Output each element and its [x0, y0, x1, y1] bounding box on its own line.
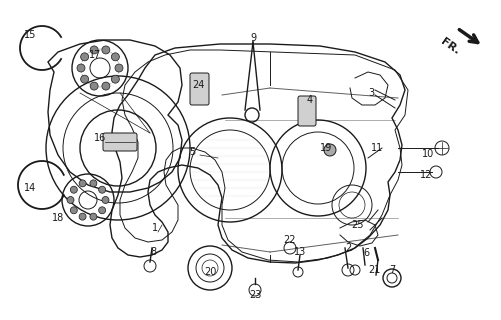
Text: 22: 22 [284, 235, 296, 245]
Text: 19: 19 [320, 143, 332, 153]
Text: 2: 2 [345, 243, 351, 253]
FancyBboxPatch shape [298, 96, 316, 126]
Circle shape [77, 64, 85, 72]
Circle shape [90, 213, 97, 220]
Text: 18: 18 [52, 213, 64, 223]
Text: 9: 9 [250, 33, 256, 43]
Text: 12: 12 [420, 170, 432, 180]
Circle shape [115, 64, 123, 72]
Circle shape [99, 207, 106, 214]
Circle shape [111, 75, 119, 83]
Text: 1: 1 [152, 223, 158, 233]
Text: 17: 17 [89, 50, 101, 60]
Circle shape [102, 46, 110, 54]
Circle shape [99, 186, 106, 193]
Text: 6: 6 [363, 248, 369, 258]
Text: 10: 10 [422, 149, 434, 159]
Circle shape [81, 75, 89, 83]
Circle shape [90, 46, 98, 54]
Circle shape [67, 196, 74, 204]
Circle shape [79, 213, 86, 220]
Text: 20: 20 [204, 267, 216, 277]
Text: 5: 5 [189, 147, 195, 157]
Circle shape [102, 196, 109, 204]
Text: 3: 3 [368, 88, 374, 98]
Text: 14: 14 [24, 183, 36, 193]
Text: 7: 7 [389, 265, 395, 275]
Circle shape [79, 180, 86, 187]
Text: 16: 16 [94, 133, 106, 143]
Text: 23: 23 [249, 290, 261, 300]
Text: 8: 8 [150, 247, 156, 257]
Circle shape [90, 180, 97, 187]
FancyBboxPatch shape [190, 73, 209, 105]
Text: 15: 15 [24, 30, 36, 40]
Text: 13: 13 [294, 247, 306, 257]
Text: 4: 4 [307, 95, 313, 105]
Circle shape [81, 53, 89, 61]
Circle shape [111, 53, 119, 61]
Circle shape [90, 82, 98, 90]
FancyBboxPatch shape [103, 133, 137, 151]
Text: FR.: FR. [439, 36, 461, 56]
Circle shape [102, 82, 110, 90]
Text: 11: 11 [371, 143, 383, 153]
Circle shape [70, 186, 77, 193]
Text: 21: 21 [368, 265, 380, 275]
Circle shape [70, 207, 77, 214]
Text: 25: 25 [352, 220, 364, 230]
Circle shape [324, 144, 336, 156]
Text: 24: 24 [192, 80, 204, 90]
